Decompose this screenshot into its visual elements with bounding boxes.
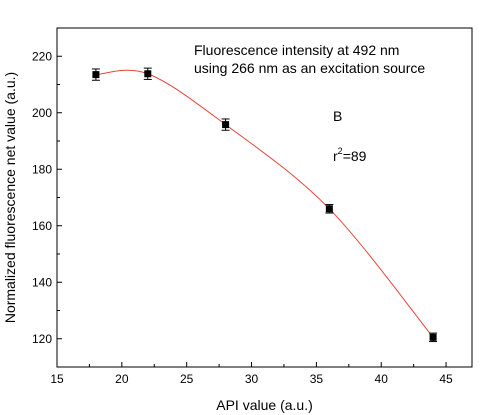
- x-tick-label: 25: [180, 372, 194, 386]
- x-tick-label: 30: [245, 372, 259, 386]
- r-squared-label: r2=89: [333, 146, 367, 164]
- fit-curve: [95, 69, 434, 338]
- y-tick-label: 200: [32, 106, 52, 120]
- annotation-line-1: Fluorescence intensity at 492 nm: [194, 42, 399, 58]
- r-squared-value: =89: [343, 148, 367, 164]
- x-axis-title: API value (a.u.): [216, 397, 313, 413]
- y-tick-label: 180: [32, 162, 52, 176]
- x-tick-label: 45: [439, 372, 453, 386]
- x-tick-label: 15: [50, 372, 64, 386]
- fit-curve-layer: [95, 69, 434, 338]
- x-tick-label: 20: [115, 372, 129, 386]
- y-tick-label: 160: [32, 219, 52, 233]
- x-tick-label: 40: [375, 372, 389, 386]
- y-axis-title: Normalized fluorescence net value (a.u.): [2, 72, 18, 323]
- r-squared-superscript: 2: [338, 146, 343, 156]
- y-tick-label: 140: [32, 275, 52, 289]
- annotation-line-2: using 266 nm as an excitation source: [194, 60, 425, 76]
- panel-label: B: [333, 108, 342, 124]
- data-point: [222, 121, 230, 129]
- plot-frame: [56, 27, 473, 368]
- data-point: [325, 205, 333, 213]
- y-tick-label: 120: [32, 332, 52, 346]
- x-tick-label: 35: [310, 372, 324, 386]
- data-point: [429, 333, 437, 341]
- data-point: [144, 70, 152, 78]
- y-axis: 120 140 160 180 200 220: [32, 27, 62, 368]
- x-axis: 15 20 25 30 35 40 45: [50, 362, 453, 386]
- y-tick-label: 220: [32, 49, 52, 63]
- data-points-layer: [91, 67, 438, 343]
- r-squared-r: r: [333, 148, 338, 164]
- data-point: [92, 71, 100, 79]
